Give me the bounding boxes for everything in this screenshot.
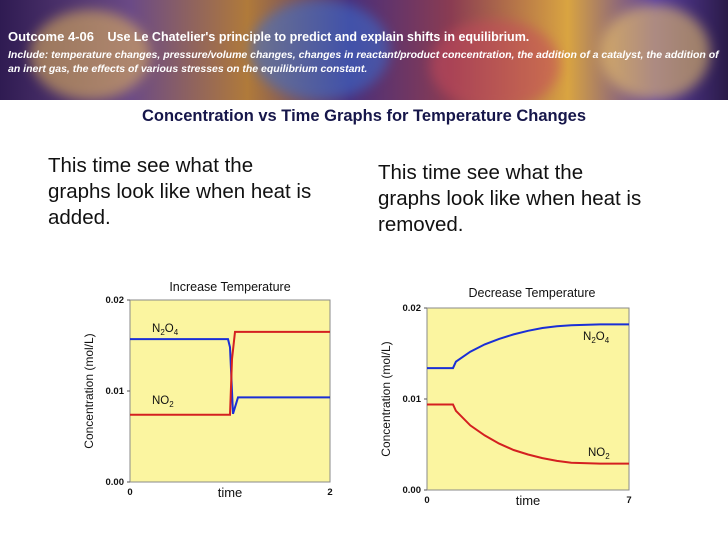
series-label-part: 2 — [591, 336, 596, 345]
series-label-n2o4: N2O4 — [152, 323, 179, 337]
x-tick-label: 2 — [327, 487, 332, 498]
header-text: Outcome 4-06 Use Le Chatelier's principl… — [8, 29, 720, 76]
outcome-code: Outcome 4-06 — [8, 29, 94, 44]
series-label-part: O — [165, 323, 174, 335]
chart-1: Increase Temperature 0.00 0.01 0.02 0 2 time Co… — [82, 280, 333, 500]
chart-title: Decrease Temperature — [469, 286, 596, 300]
series-line-n2o4 — [130, 338, 330, 415]
series-label-part: 4 — [605, 336, 610, 345]
slide-title: Concentration vs Time Graphs for Tempera… — [141, 107, 587, 125]
y-tick-label: 0.00 — [403, 485, 422, 496]
series-label-part: NO — [588, 447, 605, 459]
y-axis-label: Concentration (mol/L) — [82, 333, 96, 448]
y-tick-label: 0.02 — [106, 295, 125, 306]
chart-title: Increase Temperature — [169, 280, 290, 294]
left-caption: This time see what the graphs look like … — [48, 154, 312, 229]
y-tick-label: 0.01 — [403, 394, 422, 405]
y-tick-label: 0.02 — [403, 303, 422, 314]
series-label-part: N — [152, 323, 160, 335]
include-text: Include: temperature changes, pressure/v… — [8, 49, 719, 75]
y-tick-label: 0.00 — [106, 477, 125, 488]
series-label-part: O — [596, 331, 605, 343]
series-label-part: 2 — [160, 328, 165, 337]
right-caption: This time see what the graphs look like … — [378, 161, 642, 236]
series-label-part: 4 — [174, 328, 179, 337]
series-line-no2 — [427, 403, 629, 465]
x-tick-label: 0 — [424, 495, 429, 506]
banner-decoration — [30, 10, 150, 100]
plot-area — [426, 307, 630, 491]
outcome-line: Outcome 4-06 Use Le Chatelier's principl… — [8, 29, 720, 44]
chart-2: Decrease Temperature 0.00 0.01 0.02 0 7 time Co… — [379, 286, 632, 508]
series-line-n2o4 — [427, 323, 629, 370]
series-label-no2: NO2 — [588, 447, 610, 461]
x-tick-label: 0 — [127, 487, 132, 498]
banner-decoration — [250, 0, 390, 100]
series-label-n2o4: N2O4 — [583, 331, 610, 345]
series-label-part: 2 — [169, 400, 174, 409]
y-tick-label: 0.01 — [106, 386, 125, 397]
header-banner: Outcome 4-06 Use Le Chatelier's principl… — [0, 0, 728, 100]
y-axis-label: Concentration (mol/L) — [379, 341, 393, 456]
series-label-part: N — [583, 331, 591, 343]
series-label-part: 2 — [605, 452, 610, 461]
banner-decoration — [430, 20, 560, 100]
series-label-part: NO — [152, 395, 169, 407]
x-axis-label: time — [218, 485, 243, 500]
outcome-text: Use Le Chatelier's principle to predict … — [107, 30, 530, 44]
banner-decoration — [600, 5, 710, 100]
series-label-no2: NO2 — [152, 395, 174, 409]
x-axis-label: time — [516, 493, 541, 508]
series-line-no2 — [130, 330, 330, 416]
x-tick-label: 7 — [626, 495, 631, 506]
